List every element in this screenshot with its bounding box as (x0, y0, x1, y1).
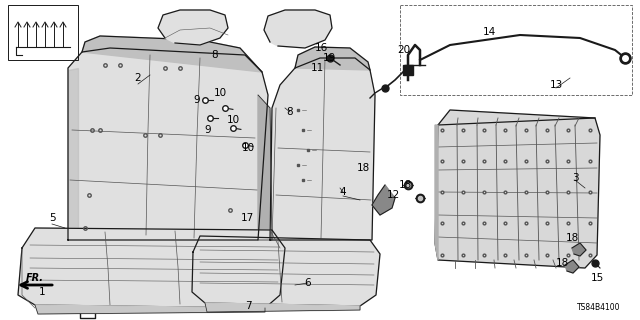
Polygon shape (258, 95, 272, 240)
Polygon shape (565, 260, 579, 273)
Text: 3: 3 (572, 173, 579, 183)
Text: 12: 12 (387, 190, 399, 200)
Polygon shape (572, 243, 586, 256)
Text: 2: 2 (134, 73, 141, 83)
Text: 19: 19 (323, 53, 335, 63)
Polygon shape (372, 185, 395, 215)
Text: 9: 9 (205, 125, 211, 135)
Polygon shape (192, 236, 380, 306)
Text: 10: 10 (227, 115, 239, 125)
Text: 4: 4 (340, 187, 346, 197)
Text: 8: 8 (287, 107, 293, 117)
Polygon shape (270, 58, 375, 240)
Polygon shape (205, 303, 360, 312)
Text: 18: 18 (556, 258, 568, 268)
Polygon shape (158, 10, 228, 45)
Polygon shape (68, 68, 78, 240)
Text: 15: 15 (590, 273, 604, 283)
Text: 11: 11 (310, 63, 324, 73)
Text: 10: 10 (213, 88, 227, 98)
Polygon shape (435, 125, 438, 260)
Text: 20: 20 (397, 45, 411, 55)
Polygon shape (435, 110, 600, 268)
Text: 14: 14 (483, 27, 495, 37)
Text: 16: 16 (314, 43, 328, 53)
Text: TS84B4100: TS84B4100 (577, 303, 620, 312)
Polygon shape (264, 10, 332, 48)
Text: 13: 13 (549, 80, 563, 90)
Text: 7: 7 (244, 301, 252, 311)
Polygon shape (82, 36, 262, 72)
Bar (8, 5, 78, 60)
Bar (400, 5, 632, 95)
Text: 5: 5 (49, 213, 55, 223)
Polygon shape (35, 305, 265, 314)
Text: 17: 17 (241, 213, 253, 223)
Text: 6: 6 (305, 278, 311, 288)
Text: 10: 10 (241, 143, 255, 153)
Text: FR.: FR. (26, 273, 44, 283)
Polygon shape (68, 48, 268, 240)
Text: 18: 18 (565, 233, 579, 243)
Polygon shape (18, 228, 285, 308)
Text: 18: 18 (398, 180, 412, 190)
Text: 18: 18 (356, 163, 370, 173)
Text: 9: 9 (194, 95, 200, 105)
Polygon shape (295, 47, 370, 70)
Text: 1: 1 (38, 287, 45, 297)
Text: 8: 8 (212, 50, 218, 60)
